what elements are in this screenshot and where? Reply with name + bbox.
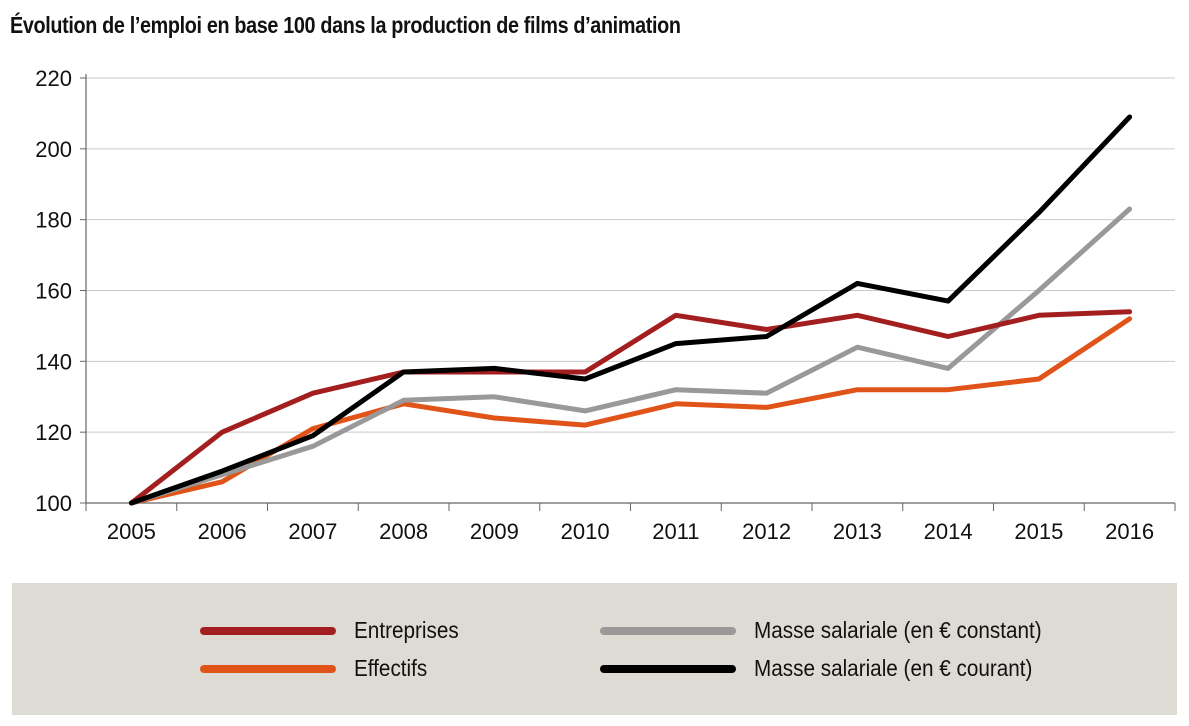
y-tick-label: 200 bbox=[35, 137, 72, 162]
x-tick-label: 2013 bbox=[833, 519, 882, 544]
y-tick-label: 140 bbox=[35, 349, 72, 374]
y-tick-label: 220 bbox=[35, 66, 72, 91]
x-tick-label: 2008 bbox=[379, 519, 428, 544]
x-tick-label: 2015 bbox=[1014, 519, 1063, 544]
legend-label-masse-courant: Masse salariale (en € courant) bbox=[754, 655, 1033, 681]
legend: Entreprises Effectifs Masse salariale (e… bbox=[12, 583, 1177, 715]
legend-item-effectifs: Effectifs bbox=[200, 655, 435, 682]
x-tick-label: 2011 bbox=[652, 519, 699, 544]
x-tick-label: 2005 bbox=[107, 519, 156, 544]
x-tick-label: 2012 bbox=[742, 519, 791, 544]
series-line-3 bbox=[128, 114, 1133, 506]
y-tick-labels: 100 120 140 160 180 200 220 bbox=[35, 66, 72, 516]
x-tick-label: 2016 bbox=[1105, 519, 1154, 544]
gridlines bbox=[86, 77, 1175, 433]
x-tick-label: 2010 bbox=[561, 519, 610, 544]
legend-swatch-entreprises bbox=[200, 626, 336, 635]
x-tick-label: 2009 bbox=[470, 519, 519, 544]
legend-swatch-masse-constant bbox=[600, 626, 736, 635]
y-tick-label: 180 bbox=[35, 208, 72, 233]
legend-item-entreprises: Entreprises bbox=[200, 617, 470, 644]
y-tick-label: 120 bbox=[35, 420, 72, 445]
series-lines bbox=[128, 114, 1133, 506]
axes bbox=[80, 74, 1176, 511]
y-tick-label: 100 bbox=[35, 491, 72, 516]
x-tick-label: 2007 bbox=[288, 519, 337, 544]
x-tick-labels: 2005 2006 2007 2008 2009 2010 2011 2012 2013 2014… bbox=[107, 519, 1154, 544]
x-tick-label: 2014 bbox=[924, 519, 973, 544]
legend-item-masse-constant: Masse salariale (en € constant) bbox=[600, 617, 1074, 644]
chart-title: Évolution de l’emploi en base 100 dans l… bbox=[10, 12, 681, 38]
legend-label-entreprises: Entreprises bbox=[354, 617, 459, 643]
series-line-0 bbox=[128, 309, 1133, 506]
series-line-1 bbox=[128, 316, 1133, 506]
legend-label-effectifs: Effectifs bbox=[354, 655, 428, 681]
y-tick-label: 160 bbox=[35, 279, 72, 304]
legend-label-masse-constant: Masse salariale (en € constant) bbox=[754, 617, 1042, 643]
legend-swatch-effectifs bbox=[200, 664, 336, 673]
x-tick-label: 2006 bbox=[198, 519, 247, 544]
legend-swatch-masse-courant bbox=[600, 664, 736, 673]
legend-item-masse-courant: Masse salariale (en € courant) bbox=[600, 655, 1063, 682]
series-line-2 bbox=[128, 206, 1133, 506]
